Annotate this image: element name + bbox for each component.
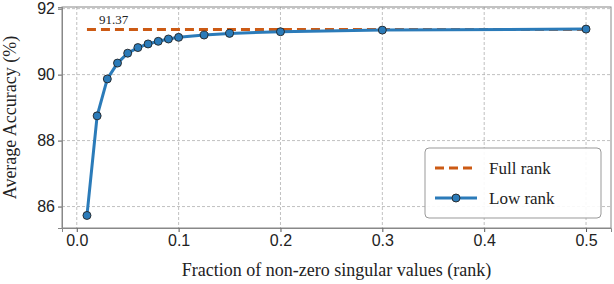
tick: 0.0 xyxy=(66,228,88,249)
tick: 0.5 xyxy=(575,228,597,249)
tick-label: 92 xyxy=(37,0,55,17)
grid-line xyxy=(62,140,611,141)
tick-label: 90 xyxy=(37,66,55,83)
legend-label: Low rank xyxy=(489,189,555,208)
tick: 92 xyxy=(37,0,62,17)
tick: 86 xyxy=(37,198,62,215)
tick-mark xyxy=(58,75,62,76)
tick-label: 0.3 xyxy=(372,232,394,249)
marks xyxy=(83,25,590,219)
point xyxy=(93,112,101,120)
point xyxy=(200,31,208,39)
point xyxy=(276,28,284,36)
point xyxy=(134,44,142,52)
point xyxy=(154,37,162,45)
tick-label: 0.4 xyxy=(474,232,496,249)
point xyxy=(83,211,91,219)
y-axis-title: Average Accuracy (%) xyxy=(0,36,21,200)
tick: 90 xyxy=(37,66,62,83)
chart: 0.0 0.1 0.2 0.3 0.4 0.5 86 88 90 92 91.37 Full rank… xyxy=(0,0,614,284)
point xyxy=(114,59,122,67)
tick-label: 0.2 xyxy=(270,232,292,249)
tick: 0.1 xyxy=(168,228,190,249)
tick-label: 0.5 xyxy=(575,232,597,249)
axis-line xyxy=(63,229,612,233)
annotation: 91.37 xyxy=(99,12,129,27)
legend-marker xyxy=(452,194,460,202)
tick-mark xyxy=(58,141,62,142)
grid-line xyxy=(382,7,383,228)
point xyxy=(124,49,132,57)
tick: 0.4 xyxy=(474,228,496,249)
tick-label: 0.1 xyxy=(168,232,190,249)
grid-line xyxy=(76,7,77,228)
grid xyxy=(62,7,611,228)
tick: 88 xyxy=(37,132,62,149)
tick-label: 0.0 xyxy=(66,232,88,249)
tick-label: 88 xyxy=(37,132,55,149)
tick: 0.3 xyxy=(372,228,394,249)
legend: Full rank Low rank xyxy=(425,148,601,218)
point xyxy=(103,75,111,83)
frame xyxy=(62,7,611,228)
point xyxy=(175,33,183,41)
point xyxy=(164,35,172,43)
legend-label: Full rank xyxy=(489,159,551,178)
x-axis: 0.0 0.1 0.2 0.3 0.4 0.5 xyxy=(63,228,612,249)
tick-label: 86 xyxy=(37,198,55,215)
point xyxy=(226,29,234,37)
grid-line xyxy=(62,8,611,9)
point xyxy=(378,26,386,34)
y-axis: 86 88 90 92 xyxy=(37,0,62,228)
legend-box xyxy=(425,148,601,218)
grid-line xyxy=(62,74,611,75)
x-axis-title: Fraction of non-zero singular values (ra… xyxy=(182,260,491,281)
plot: 0.0 0.1 0.2 0.3 0.4 0.5 86 88 90 92 91.37 Full rank… xyxy=(37,0,611,249)
tick-mark xyxy=(58,9,62,10)
tick-mark xyxy=(58,207,62,208)
point xyxy=(582,25,590,33)
grid-line xyxy=(280,7,281,228)
tick: 0.2 xyxy=(270,228,292,249)
point xyxy=(144,40,152,48)
legend-swatch xyxy=(435,167,477,170)
